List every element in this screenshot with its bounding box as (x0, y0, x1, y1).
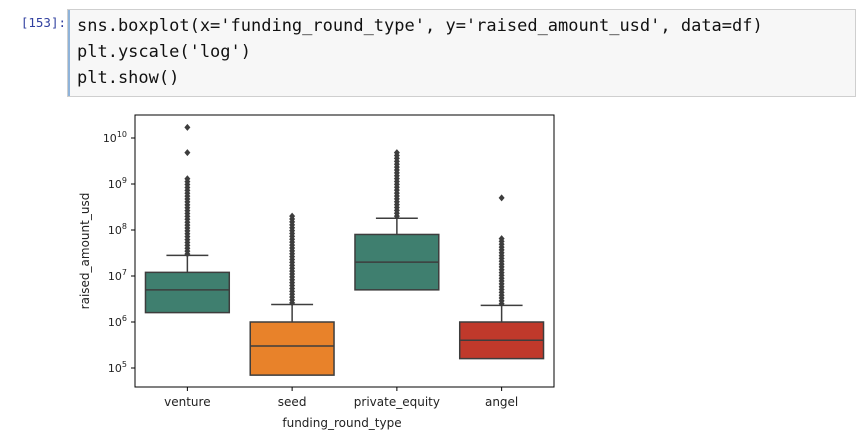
outlier-point (184, 149, 191, 157)
y-tick-label: 109 (108, 176, 127, 191)
y-axis-label: raised_amount_usd (78, 193, 92, 310)
code-line-show: plt.show() (77, 68, 180, 88)
box-private_equity (354, 149, 440, 291)
x-tick-label: seed (278, 395, 307, 409)
outlier-point (393, 149, 400, 157)
y-tick-label: 106 (108, 314, 127, 329)
y-tick-label: 108 (108, 222, 127, 237)
code-line-boxplot: sns.boxplot(x='funding_round_type', y='r… (77, 16, 763, 36)
plot-frame (134, 114, 555, 388)
outlier-point (184, 175, 191, 183)
cell-selection-bar (68, 10, 70, 96)
outlier-point (498, 235, 505, 243)
outlier-point (498, 194, 505, 202)
x-tick-label: venture (164, 395, 210, 409)
boxplot-chart: 105 106 107 108 109 1010 venture seed private_e… (78, 114, 555, 430)
code-cell-input[interactable]: sns.boxplot(x='funding_round_type', y='r… (67, 9, 856, 97)
box-body (249, 321, 335, 376)
y-tick-label: 105 (108, 360, 127, 375)
box-seed (249, 212, 335, 376)
cell-prompt: [153]: (20, 15, 66, 30)
y-tick-label: 107 (108, 268, 127, 283)
box-angel (458, 194, 545, 360)
box-venture (144, 123, 231, 314)
x-tick-label: angel (485, 395, 518, 409)
y-tick-label: 1010 (103, 130, 127, 145)
cell-output: 105 106 107 108 109 1010 venture seed private_e… (67, 100, 567, 439)
x-tick-label: private_equity (354, 395, 440, 409)
outlier-point (289, 212, 296, 220)
outlier-point (184, 123, 191, 131)
x-axis-label: funding_round_type (282, 416, 401, 430)
code-line-yscale: plt.yscale('log') (77, 42, 251, 62)
box-body (144, 271, 231, 314)
